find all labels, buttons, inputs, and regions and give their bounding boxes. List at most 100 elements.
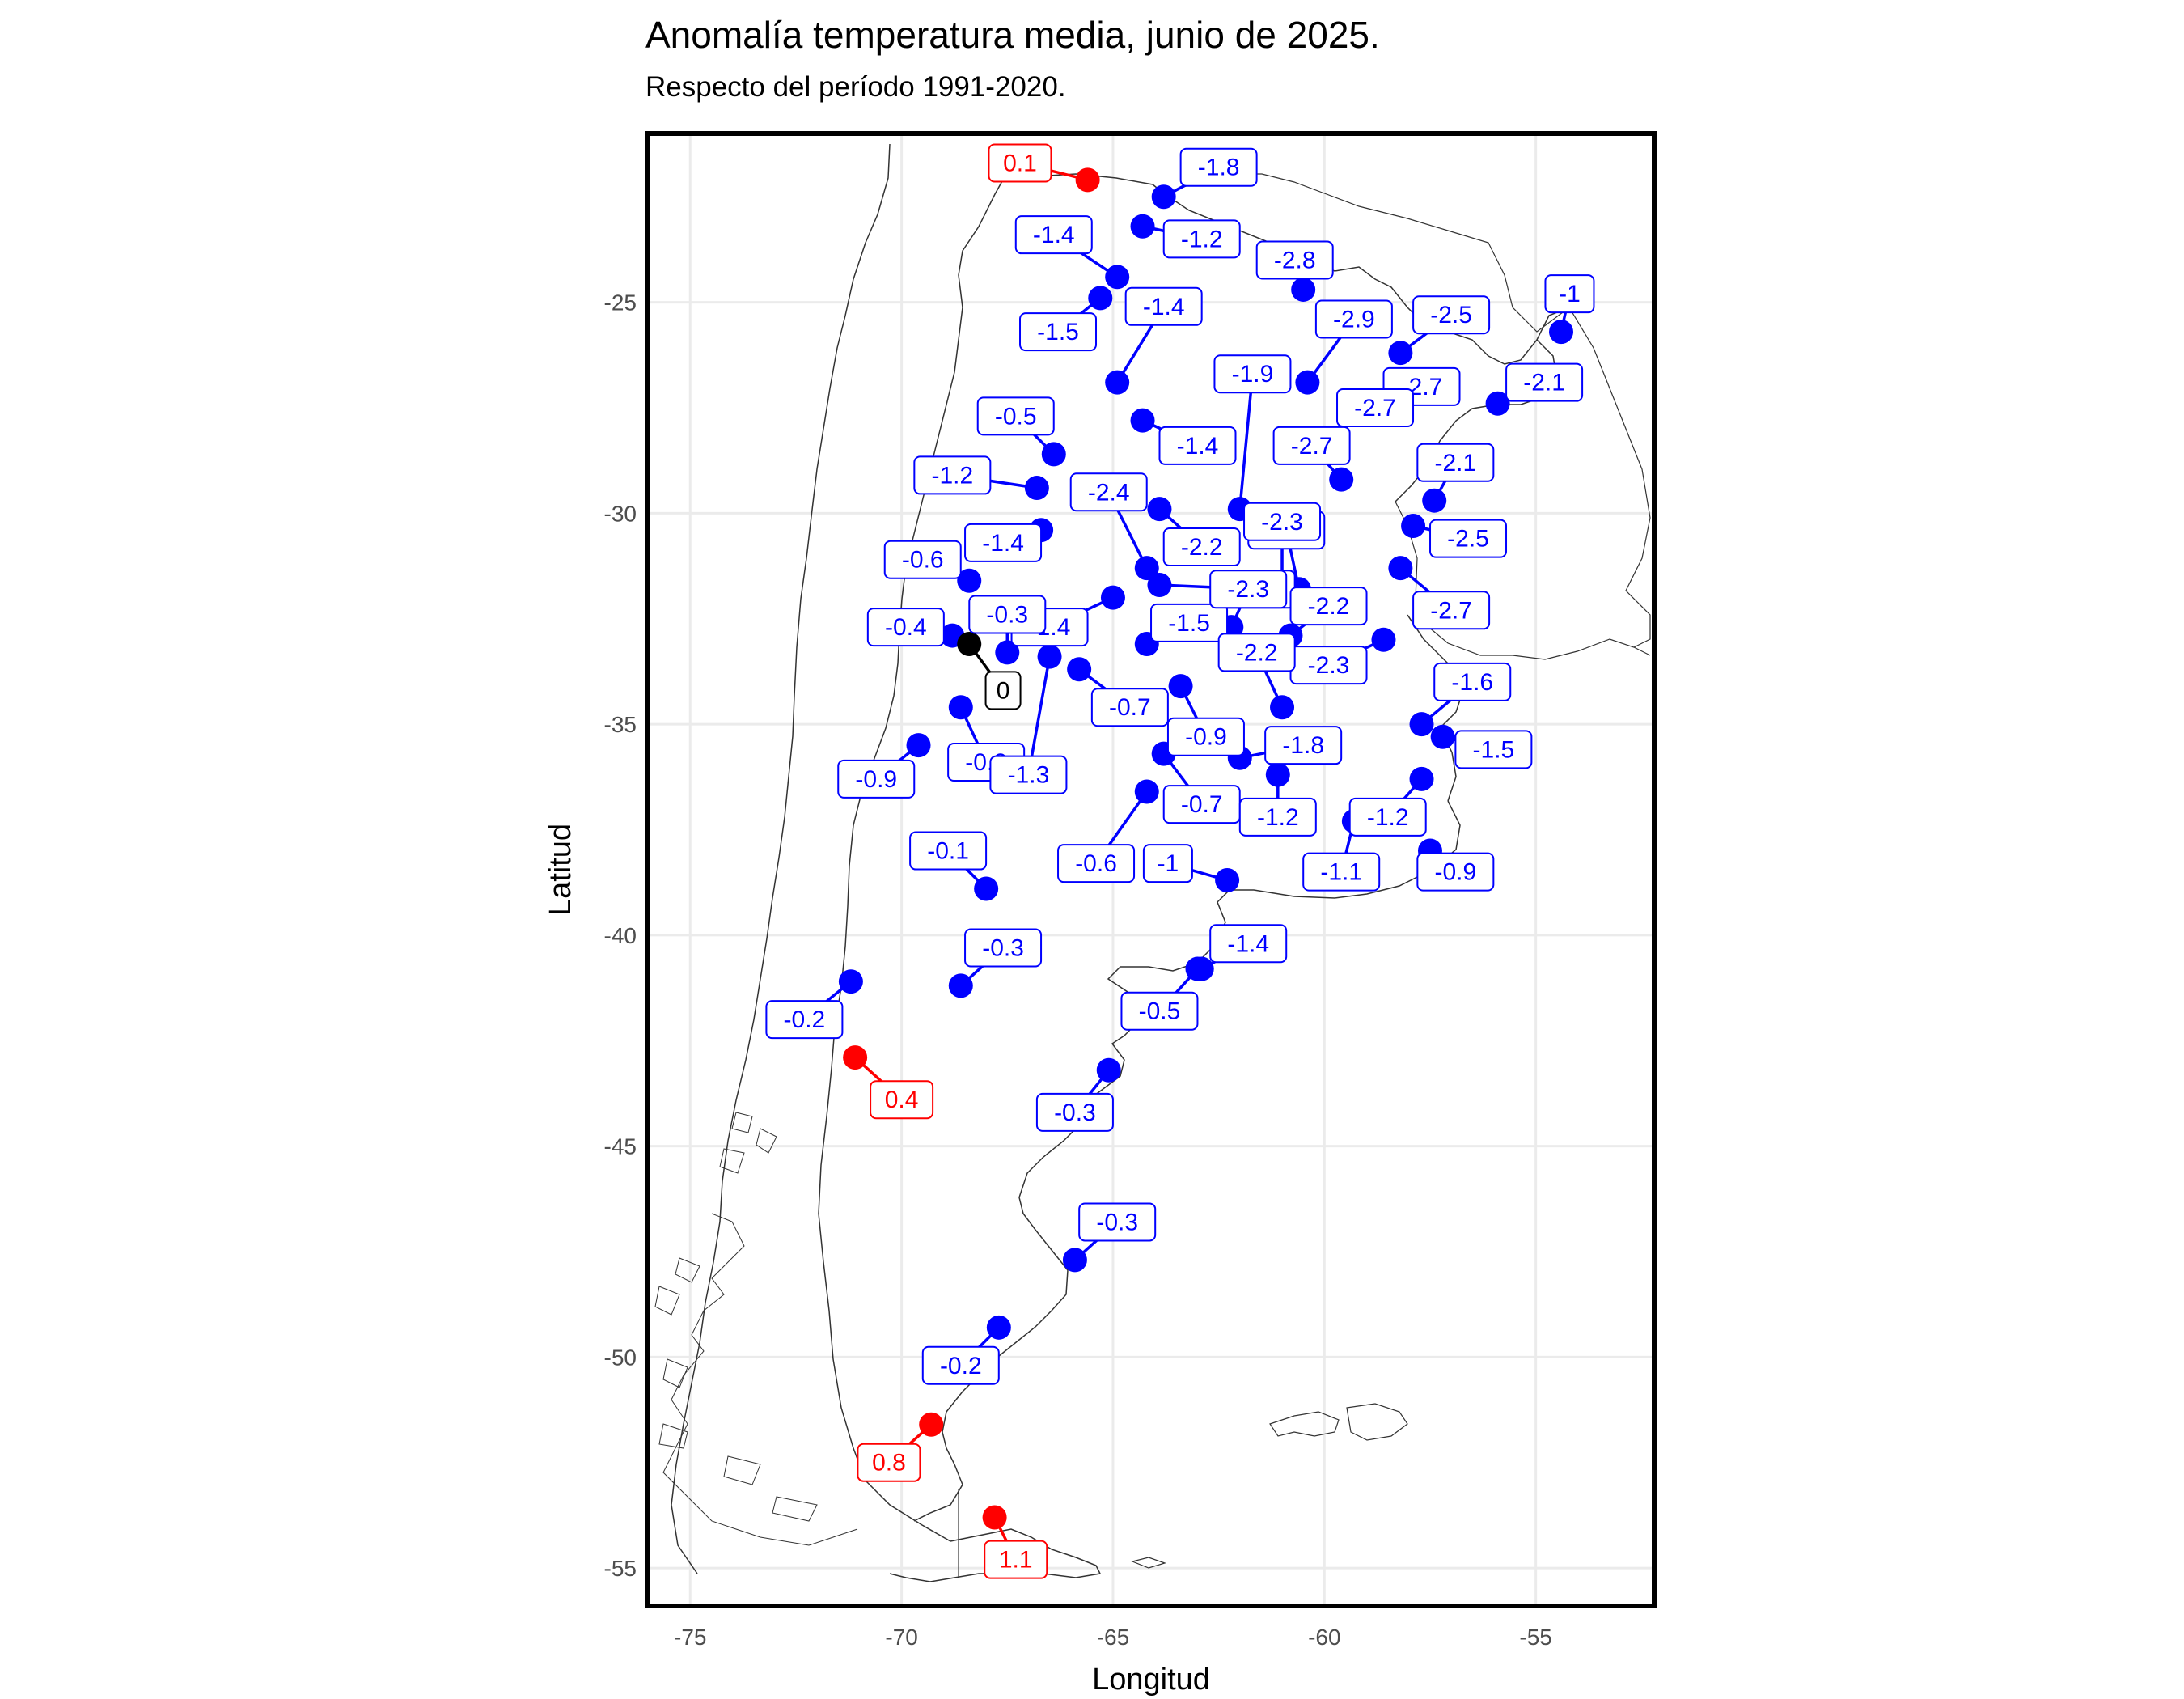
value-label-text: -0.7 (1181, 791, 1223, 818)
value-label-box (1289, 587, 1368, 626)
value-label-box (1264, 726, 1343, 765)
value-label-text: -1.8 (1198, 155, 1240, 181)
station-point (1430, 724, 1455, 749)
value-label-box (1162, 219, 1241, 259)
value-label-text: -0.4 (885, 614, 927, 641)
value-label: -2.3 (1289, 646, 1368, 685)
x-tick-label: -60 (1308, 1625, 1340, 1650)
value-label-box (1209, 570, 1288, 609)
value-label-box (913, 455, 992, 495)
value-label-box (921, 1345, 1000, 1385)
value-label-box (1069, 472, 1148, 512)
value-label-text: -0.3 (982, 934, 1024, 961)
y-tick-label: -30 (604, 501, 637, 526)
value-label-box (989, 755, 1068, 794)
value-label: -2.5 (1429, 519, 1508, 558)
value-label-box (1412, 295, 1491, 335)
value-label-text: -1.1 (1320, 859, 1362, 886)
value-label-text: -2.5 (1430, 302, 1472, 328)
value-label: -1.9 (1213, 354, 1292, 394)
value-label: -2.2 (1162, 527, 1241, 567)
value-label: -2.1 (1505, 362, 1584, 402)
value-label-text: -2.2 (1181, 534, 1223, 561)
value-label-text: -2.5 (1447, 526, 1489, 553)
station-point (948, 695, 973, 720)
value-label-box (1217, 633, 1296, 672)
value-label-box (1314, 299, 1393, 339)
value-label-text: -1.4 (1033, 222, 1075, 248)
value-label: -2.7 (1272, 426, 1351, 465)
value-label-text: -0.5 (995, 403, 1037, 430)
value-label: -0.3 (968, 595, 1047, 634)
value-label: -1 (1544, 274, 1595, 314)
value-label: -1.2 (1348, 797, 1427, 837)
value-label: -0.9 (837, 759, 916, 799)
value-label: -1.1 (1302, 852, 1381, 892)
panel-border (645, 131, 1657, 1608)
label-connector (1238, 374, 1255, 510)
value-label-text: -1.9 (1232, 361, 1274, 388)
value-label-box (1035, 1092, 1114, 1132)
value-label-box (1150, 603, 1229, 642)
label-connector (1026, 656, 1052, 775)
station-point (843, 1045, 868, 1070)
station-point (1215, 868, 1240, 893)
x-tick-label: -70 (885, 1625, 917, 1650)
value-label-text: -2.7 (1430, 597, 1472, 624)
value-label: -0.3 (1035, 1092, 1114, 1132)
value-label-text: -0.6 (902, 547, 944, 574)
value-label: -0.2 (921, 1345, 1000, 1385)
station-point (1270, 695, 1295, 720)
value-label-text: -1.2 (1257, 804, 1299, 831)
value-label-box (857, 1443, 921, 1482)
station-point (1329, 467, 1354, 492)
value-label-box (1412, 591, 1491, 630)
station-point (1130, 214, 1155, 239)
value-label-box (1255, 240, 1334, 280)
value-label-text: -2.7 (1354, 395, 1396, 422)
value-label-text: -1.3 (1008, 762, 1050, 789)
value-label-text: -0.3 (1096, 1209, 1138, 1235)
value-label-box (1416, 852, 1495, 892)
value-label: -1.5 (1454, 730, 1533, 769)
value-labels: 0.1 -1.8 -1.2 -1.4 -2.8 -1.5 -1 -1.4 -2.9 -2.5 -2.… (765, 143, 1595, 1579)
x-tick-label: -65 (1097, 1625, 1129, 1650)
station-point (1062, 1248, 1087, 1273)
station-point (1096, 1057, 1121, 1083)
value-label: -1.2 (1162, 219, 1241, 259)
value-label-box (1416, 443, 1495, 482)
value-label-text: -2.2 (1308, 593, 1350, 620)
value-label-text: -2.4 (1088, 479, 1130, 506)
value-label: -0.4 (866, 608, 945, 647)
value-label-box (1158, 426, 1237, 465)
value-label-box (1162, 527, 1241, 567)
value-label: -2.2 (1217, 633, 1296, 672)
value-label-text: -2.7 (1291, 433, 1333, 460)
value-label-text: 1.1 (999, 1547, 1033, 1574)
value-label: -2.9 (1314, 299, 1393, 339)
station-point (986, 1315, 1011, 1340)
station-point (1291, 277, 1316, 302)
value-label-text: 0.8 (872, 1450, 906, 1477)
x-tick-label: -55 (1519, 1625, 1551, 1650)
value-label: -2.7 (1412, 591, 1491, 630)
value-label-text: -0.9 (855, 766, 897, 793)
value-label-box (866, 608, 945, 647)
value-label: -1.8 (1264, 726, 1343, 765)
value-label-box (984, 1540, 1048, 1579)
value-label-text: -0.2 (784, 1006, 826, 1033)
value-label-box (1238, 797, 1317, 837)
station-point (1409, 766, 1434, 791)
value-label-box (1454, 730, 1533, 769)
value-label-text: -1.5 (1037, 319, 1079, 345)
value-label-box (988, 143, 1052, 183)
value-label-text: 0.1 (1003, 150, 1037, 177)
value-label-box (1243, 502, 1322, 541)
value-label-text: -1.6 (1451, 669, 1493, 696)
value-label: -1.2 (1238, 797, 1317, 837)
station-point (1134, 779, 1159, 804)
value-label-box (1014, 215, 1093, 255)
value-label-text: -2.3 (1261, 509, 1303, 536)
value-label-box (968, 595, 1047, 634)
value-label: -1.4 (964, 523, 1043, 562)
